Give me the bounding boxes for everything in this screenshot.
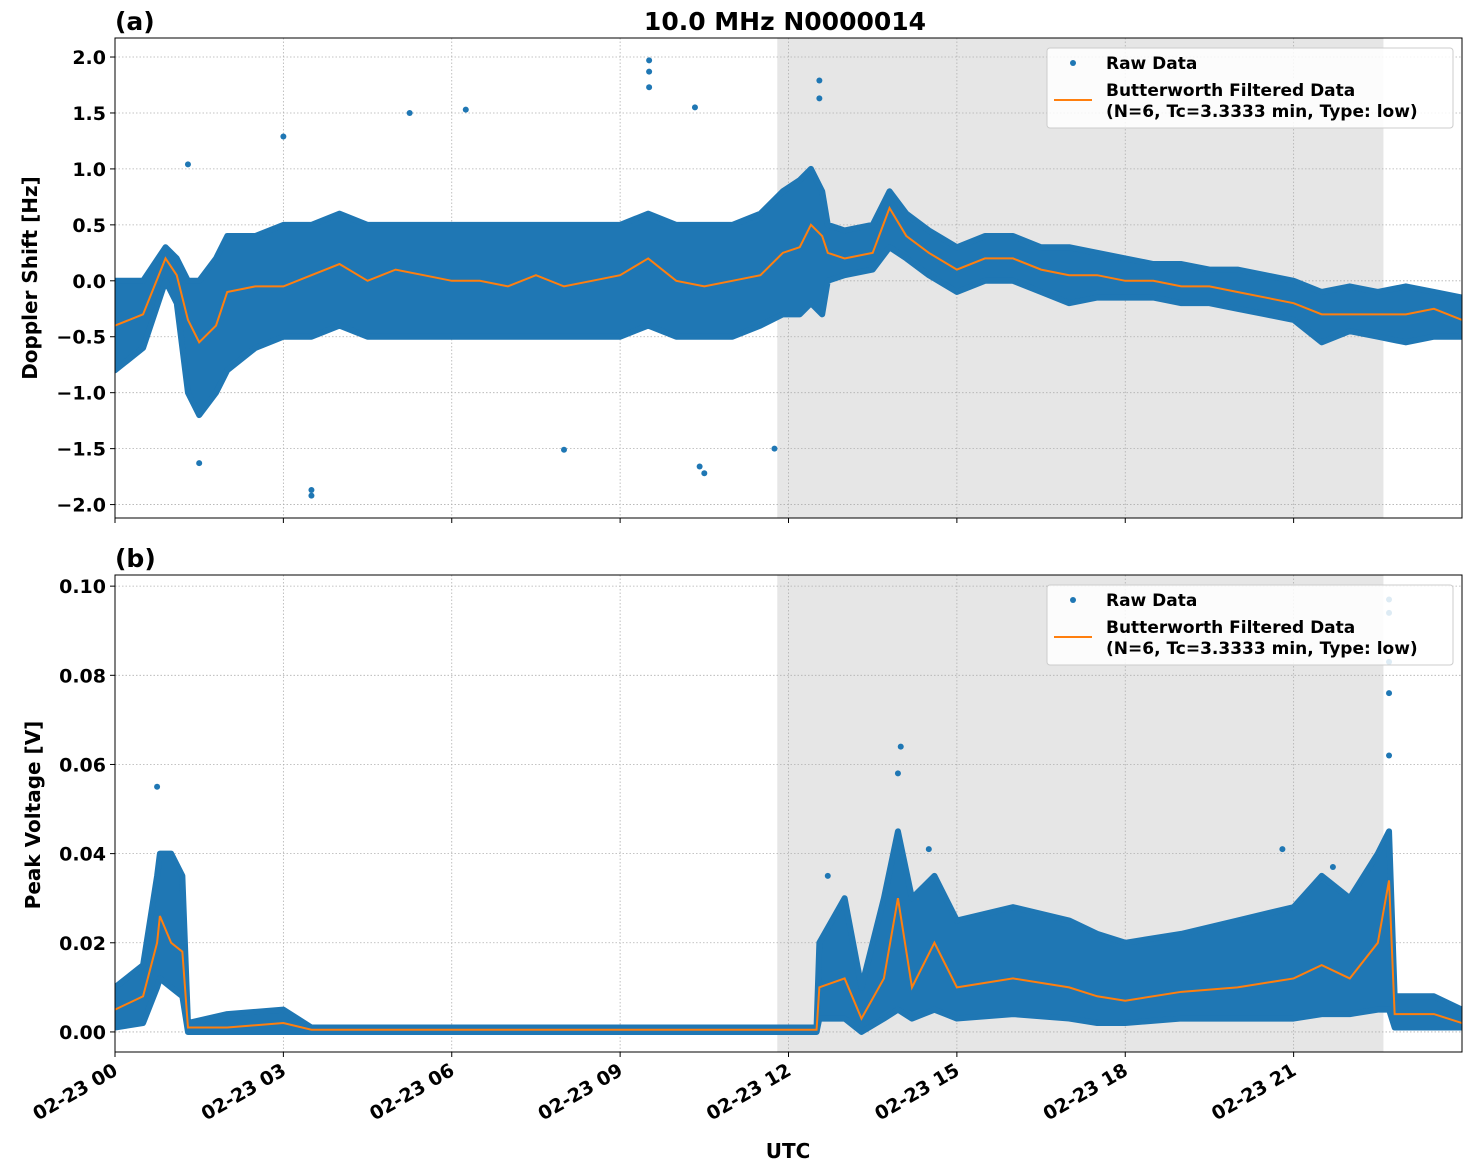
legend-raw-marker (1070, 60, 1076, 66)
raw-data-point (824, 872, 831, 879)
raw-data-point (1329, 863, 1336, 870)
raw-data-point (406, 109, 413, 116)
filtered-data-line (115, 205, 1462, 345)
panel-a-label: (a) (115, 7, 155, 36)
x-tick-label: 02-23 12 (703, 1059, 795, 1125)
y-tick-label: −2.0 (56, 495, 106, 517)
x-axis-label: UTC (766, 1139, 811, 1163)
legend-raw-marker (1070, 597, 1076, 603)
panel-a: −2.0 −1.5 −1.0 −0.5 0.0 0.5 1.0 1.5 2.0 Raw Data B… (56, 37, 1463, 523)
panel-a-ylabel: Doppler Shift [Hz] (18, 176, 42, 380)
raw-data-point (196, 460, 203, 467)
raw-data-point (561, 446, 567, 453)
raw-data-point (308, 487, 315, 494)
panel-b: 0.00 0.02 0.04 0.06 0.08 0.10 02-23 00 02-23 03… (29, 574, 1463, 1125)
y-tick-label: 0.0 (72, 271, 106, 293)
filtered-data-line (115, 880, 1462, 1031)
data-layer (115, 57, 1462, 499)
y-tick-label: 0.04 (59, 844, 106, 866)
panel-b-label: (b) (115, 544, 156, 573)
legend: Raw Data Butterworth Filtered Data(N=6, T… (1046, 584, 1454, 666)
legend-raw-label: Raw Data (1106, 54, 1197, 74)
y-tick-label: 0.02 (59, 933, 106, 955)
x-tick-label: 02-23 03 (198, 1059, 290, 1125)
raw-data-point (701, 470, 708, 477)
legend-raw-label: Raw Data (1106, 591, 1197, 611)
x-tick-label: 02-23 09 (534, 1059, 626, 1125)
raw-data-point (691, 104, 698, 111)
y-tick-label: 2.0 (72, 47, 106, 69)
raw-data-point (280, 133, 287, 140)
y-tick-label: 0.06 (59, 754, 106, 776)
raw-data-point (646, 57, 653, 64)
axes-frame (114, 37, 1463, 519)
panel-b-ylabel: Peak Voltage [V] (21, 721, 45, 910)
raw-data-band (115, 828, 1462, 1035)
raw-data-band (115, 165, 1462, 419)
raw-data-point (897, 743, 904, 750)
y-tick-label: 1.5 (72, 103, 106, 125)
raw-data-point (771, 445, 778, 452)
chart-title: 10.0 MHz N0000014 (644, 7, 926, 36)
raw-data-point (308, 492, 315, 499)
raw-data-point (925, 846, 932, 853)
y-tick-label: −1.0 (56, 383, 106, 405)
x-tick-label: 02-23 06 (366, 1059, 458, 1125)
raw-data-point (1386, 690, 1393, 697)
raw-data-point (816, 95, 823, 102)
raw-data-point (1279, 846, 1286, 853)
legend-filtered-params: (N=6, Tc=3.3333 min, Type: low) (1106, 102, 1418, 122)
y-tick-label: −0.5 (56, 327, 106, 349)
x-tick-label: 02-23 15 (871, 1059, 963, 1125)
raw-data-point (1386, 752, 1393, 759)
y-tick-label: 1.0 (72, 159, 106, 181)
axes-frame (114, 574, 1463, 1053)
raw-data-point (894, 770, 901, 777)
x-tick-label: 02-23 00 (29, 1059, 121, 1125)
legend-filtered-label: Butterworth Filtered Data (1106, 618, 1355, 638)
raw-data-point (154, 783, 161, 790)
raw-data-point (184, 161, 191, 168)
legend-box (1046, 584, 1454, 666)
legend-box (1046, 47, 1454, 129)
y-tick-label: 0.08 (59, 665, 106, 687)
y-tick-label: 0.10 (59, 576, 106, 598)
raw-data-point (696, 463, 703, 470)
y-tick-label: 0.5 (72, 215, 106, 237)
raw-data-point (816, 77, 823, 84)
legend-filtered-label: Butterworth Filtered Data (1106, 81, 1355, 101)
legend: Raw Data Butterworth Filtered Data(N=6, T… (1046, 47, 1454, 129)
y-tick-label: −1.5 (56, 439, 106, 461)
y-tick-label: 0.00 (59, 1022, 106, 1044)
x-tick-label: 02-23 21 (1208, 1059, 1300, 1125)
raw-data-point (462, 106, 469, 113)
raw-data-point (646, 84, 653, 91)
legend-filtered-params: (N=6, Tc=3.3333 min, Type: low) (1106, 639, 1418, 659)
x-tick-label: 02-23 18 (1039, 1059, 1131, 1125)
raw-data-point (646, 68, 653, 75)
